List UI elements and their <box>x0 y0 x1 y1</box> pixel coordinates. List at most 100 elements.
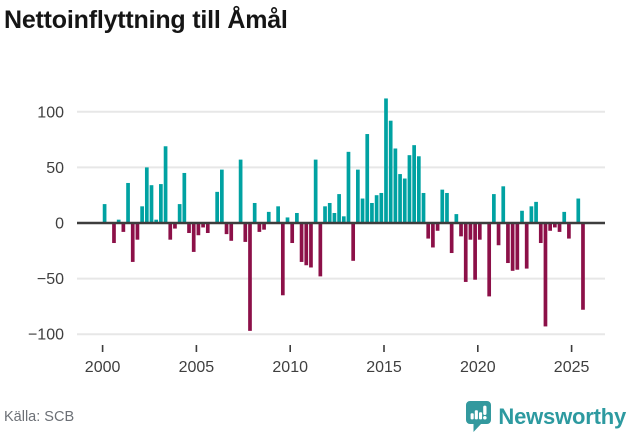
bar <box>459 223 463 237</box>
bar <box>304 223 309 266</box>
chart-title: Nettoinflyttning till Åmål <box>4 6 288 34</box>
bar <box>426 223 431 239</box>
brand-name: Newsworthy <box>498 403 626 429</box>
bar <box>187 223 191 234</box>
bar <box>318 223 323 277</box>
bar <box>360 198 365 223</box>
x-tick-label: 2020 <box>460 359 496 376</box>
bar <box>220 169 224 223</box>
bar <box>581 223 585 310</box>
bar <box>529 206 534 223</box>
bar <box>398 174 402 223</box>
bar <box>463 223 468 282</box>
bar <box>468 223 473 240</box>
bar <box>205 223 210 234</box>
bar <box>102 204 107 223</box>
bar <box>440 189 445 223</box>
bar <box>196 223 201 236</box>
bar <box>477 223 482 240</box>
bar <box>327 202 332 223</box>
newsworthy-icon <box>466 401 492 432</box>
bar <box>243 223 248 242</box>
bar <box>168 223 173 240</box>
bar <box>379 192 384 223</box>
bar <box>449 223 454 254</box>
brand-logo: Newsworthy <box>466 401 626 432</box>
bar <box>144 167 149 223</box>
bar <box>341 216 346 223</box>
bar <box>280 223 285 296</box>
bar <box>309 223 313 268</box>
bar <box>248 223 252 331</box>
bar <box>163 146 168 223</box>
bar <box>374 195 379 223</box>
bar <box>501 186 506 223</box>
bar <box>238 159 243 223</box>
bar <box>173 223 177 229</box>
y-tick-label: 100 <box>37 104 64 121</box>
bar <box>177 204 182 223</box>
bar <box>510 223 515 271</box>
y-tick-label: 50 <box>46 160 64 177</box>
bar <box>402 178 407 223</box>
bar <box>534 201 538 223</box>
bar <box>215 191 220 223</box>
bar <box>154 219 159 223</box>
bar <box>351 223 356 261</box>
bar <box>266 211 271 223</box>
bar <box>543 223 548 327</box>
bar <box>431 223 435 248</box>
bar <box>416 156 421 223</box>
x-tick-label: 2010 <box>272 359 308 376</box>
bar <box>524 223 529 269</box>
bar <box>393 148 398 223</box>
bar <box>356 169 360 223</box>
bar <box>201 223 205 228</box>
bar <box>135 223 140 240</box>
bar <box>562 211 567 223</box>
bar <box>567 223 571 239</box>
bar <box>285 217 290 223</box>
bar <box>130 223 135 262</box>
bar <box>112 223 116 244</box>
bar <box>323 206 327 223</box>
bar <box>520 210 524 223</box>
x-tick-label: 2000 <box>85 359 121 376</box>
bar <box>252 202 257 223</box>
bar <box>538 223 543 244</box>
bar <box>473 223 477 280</box>
x-tick-label: 2025 <box>554 359 590 376</box>
bar <box>191 223 196 252</box>
bar <box>445 192 449 223</box>
y-tick-label: −100 <box>28 327 64 344</box>
bar <box>370 202 374 223</box>
bar <box>487 223 492 297</box>
bar <box>159 184 163 223</box>
bar <box>365 134 370 223</box>
bar <box>229 223 234 241</box>
bar <box>276 206 280 223</box>
bar <box>384 98 388 223</box>
bar <box>295 212 299 223</box>
bar <box>257 223 262 232</box>
bar <box>576 198 581 223</box>
bar <box>506 223 510 264</box>
y-tick-label: 0 <box>55 216 64 233</box>
bar <box>346 151 351 223</box>
bar <box>299 223 304 262</box>
bar <box>548 223 552 231</box>
source-label: Källa: SCB <box>4 409 75 425</box>
bar <box>552 223 557 228</box>
bar <box>412 145 416 223</box>
bar <box>140 206 144 223</box>
y-tick-label: −50 <box>37 271 64 288</box>
bar <box>454 214 459 223</box>
bar <box>290 223 295 244</box>
bar <box>492 194 496 223</box>
bar <box>388 120 393 223</box>
bar <box>421 192 426 223</box>
bar <box>224 223 229 235</box>
x-tick-label: 2005 <box>179 359 215 376</box>
